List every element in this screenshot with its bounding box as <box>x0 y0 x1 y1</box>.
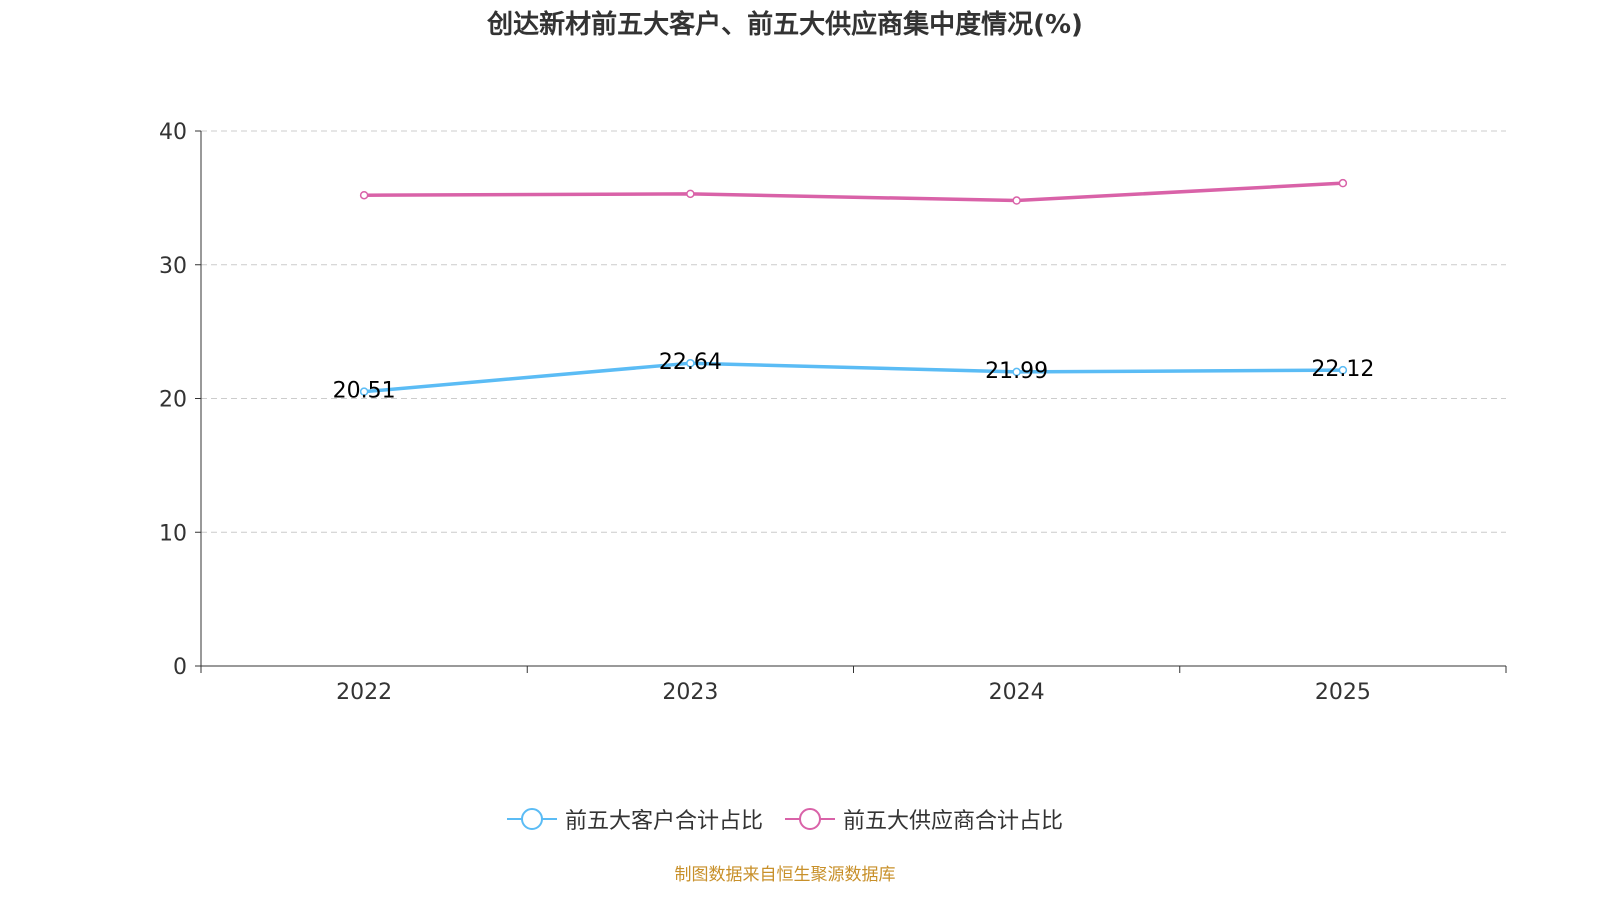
y-tick-label: 40 <box>159 120 187 145</box>
data-point <box>1338 178 1348 188</box>
series-line-1 <box>364 181 1343 203</box>
legend-marker-icon <box>506 808 557 830</box>
data-label: 21.99 <box>985 359 1048 384</box>
data-point <box>686 358 695 368</box>
data-label: 20.51 <box>333 379 396 404</box>
data-point <box>1012 367 1021 377</box>
legend-label: 前五大客户合计占比 <box>564 809 763 834</box>
legend-label: 前五大供应商合计占比 <box>843 809 1064 834</box>
x-tick-label: 2024 <box>989 680 1045 705</box>
data-point <box>1012 196 1021 205</box>
legend-marker-icon <box>785 808 835 830</box>
line-chart: 0 10 20 30 40 2022 2023 2024 2025 20.51 22.64 21.99… <box>159 120 1507 705</box>
x-tick-label: 2025 <box>1315 680 1371 705</box>
data-point <box>1338 365 1348 375</box>
y-tick-label: 10 <box>159 521 187 546</box>
data-point <box>359 387 369 396</box>
data-point <box>686 189 695 199</box>
legend-item-customers[interactable]: 前五大客户合计占比 <box>506 803 763 835</box>
x-tick-label: 2023 <box>662 680 718 705</box>
data-point <box>359 190 369 200</box>
legend: 前五大客户合计占比 前五大供应商合计占比 <box>0 803 1570 835</box>
y-tick-label: 20 <box>159 388 187 413</box>
series-line-0 <box>363 361 1343 394</box>
y-tick-label: 30 <box>159 254 187 279</box>
y-tick-label: 0 <box>173 655 187 680</box>
data-label: 22.64 <box>659 350 722 375</box>
chart-title: 创达新材前五大客户、前五大供应商集中度情况(%) <box>487 10 1083 40</box>
data-label: 22.12 <box>1311 357 1374 382</box>
source-note: 制图数据来自恒生聚源数据库 <box>674 865 896 885</box>
x-tick-label: 2022 <box>336 680 392 705</box>
legend-item-suppliers[interactable]: 前五大供应商合计占比 <box>785 803 1063 835</box>
